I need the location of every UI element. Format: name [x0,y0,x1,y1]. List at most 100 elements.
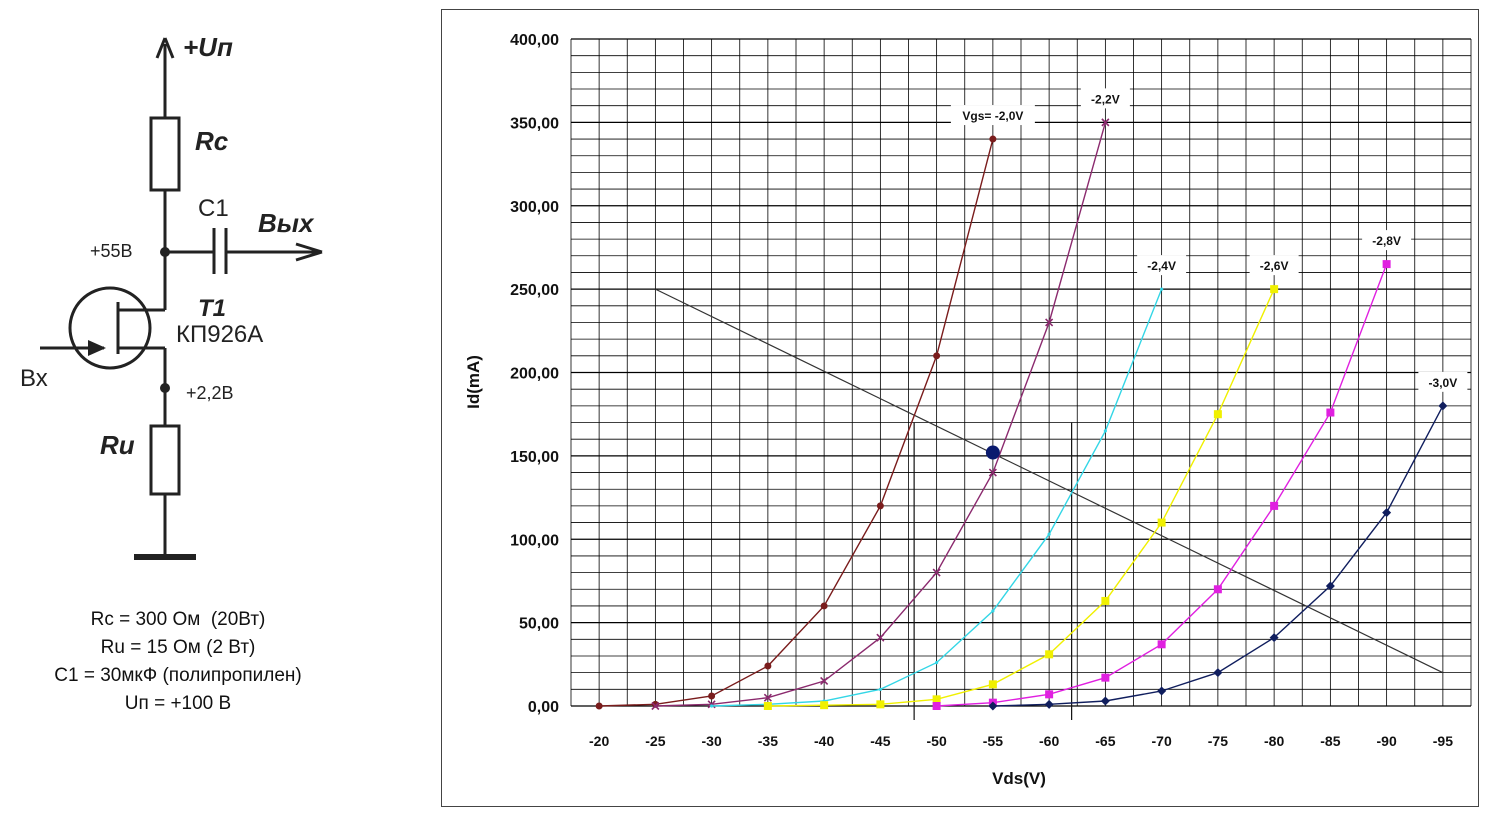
data-point [820,602,828,610]
x-tick-label: -20 [589,733,609,749]
x-tick-label: -75 [1208,733,1228,749]
labels: Vgs= -2,0V -2,2V -2,4V -2,6V -2,8V -3,0V [950,88,1468,392]
rc-resistor [149,116,181,192]
series-line [767,288,1275,707]
y-tick-label: 300,00 [510,199,559,216]
c1-label: C1 [198,195,229,222]
data-point [763,693,772,702]
rc-label: Rc [195,126,229,156]
data-point [1438,401,1448,411]
x-tick-label: -70 [1152,733,1172,749]
idvd-chart: Vgs= -2,0V -2,2V -2,4V -2,6V -2,8V -3,0V 0,00… [464,32,1472,788]
series-label-bg [1137,255,1187,276]
x-tick-label: -40 [814,733,834,749]
x-axis-title: Vds(V) [992,769,1046,788]
series-label: Vgs= -2,0V [962,109,1023,123]
data-point [1382,260,1391,269]
x-tick-label: -30 [702,733,722,749]
data-point [932,695,941,704]
spec-ru: Ru = 15 Ом (2 Вт) [100,637,256,658]
data-point [1213,668,1223,678]
data-point [710,704,714,708]
x-tick-label: -60 [1039,733,1059,749]
y-tick-label: 350,00 [510,115,559,132]
y-tick-label: 250,00 [510,282,559,299]
x-tick-label: -50 [927,733,947,749]
y-tick-label: 100,00 [510,532,559,549]
data-point [1213,410,1222,419]
spec-rc: Rc = 300 Ом (20Вт) [90,609,266,630]
series-label: -3,0V [1429,376,1458,390]
schematic-panel: +Uп Rc C1 Вых +55В T1 КП926А Вх +2,2В Ru [0,0,360,818]
data-point [1325,581,1335,591]
t1-label: T1 [198,295,226,322]
data-point [1160,287,1164,291]
x-tick-label: -55 [983,733,1003,749]
output-arrow-icon [295,242,323,262]
x-tick-label: -25 [645,733,665,749]
transistor-body [68,286,152,370]
x-tick-label: -65 [1095,733,1115,749]
data-point [820,701,829,710]
input-label: Вх [20,365,48,392]
data-point [932,568,941,577]
series-label-bg [1362,230,1412,251]
x-tick-label: -80 [1264,733,1284,749]
data-point [1270,501,1279,510]
ru-label: Ru [100,430,135,460]
data-point [1157,686,1167,696]
data-point [988,701,998,711]
data-point [991,609,995,613]
data-point [933,352,941,360]
data-point [989,135,997,143]
data-point [1045,650,1054,659]
y-tick-label: 0,00 [528,699,559,716]
spec-supply: Uп = +100 В [124,693,232,714]
data-point [595,702,603,710]
output-label: Вых [258,208,315,238]
data-point [1044,699,1054,709]
series-label-bg [950,105,1035,126]
data-point [1382,508,1392,518]
data-point [1101,596,1110,605]
data-point [1103,429,1107,433]
drain-voltage-label: +55В [90,241,133,261]
data-point [1101,118,1110,127]
load-line [655,288,1444,674]
grid [570,38,1472,707]
spec-c1: C1 = 30мкФ (полипропилен) [54,665,302,686]
series-label: -2,6V [1260,259,1289,273]
data-point [1157,518,1166,527]
tick-labels: 0,00 50,00 100,00 150,00 200,00 250,00 300,00 3… [510,32,1453,749]
data-point [988,680,997,689]
data-point [1045,318,1054,327]
x-tick-label: -35 [758,733,778,749]
data-point [1047,532,1051,536]
data-point [1269,633,1279,643]
x-tick-label: -95 [1433,733,1453,749]
data-point [1157,640,1166,649]
data-point [935,661,939,665]
data-point [932,702,941,710]
data-point [763,702,772,710]
supply-arrow-icon [155,37,175,59]
data-point [1326,408,1335,417]
ru-resistor [149,424,181,496]
data-point [1100,696,1110,706]
series-label: -2,2V [1091,92,1120,106]
data-point [988,468,997,477]
source-node [160,383,170,393]
guides [655,288,1444,720]
data-point [876,502,884,510]
series-line [599,138,994,707]
circuit-schematic: +Uп Rc C1 Вых +55В T1 КП926А Вх +2,2В Ru [20,32,323,560]
series-label-bg [1080,88,1130,109]
data-point [707,700,716,709]
supply-label: +Uп [183,32,233,62]
data-point [1213,585,1222,594]
x-tick-label: -90 [1377,733,1397,749]
data-point [651,701,660,711]
data-point [1045,690,1054,699]
x-tick-label: -45 [870,733,890,749]
data-point [878,687,882,691]
